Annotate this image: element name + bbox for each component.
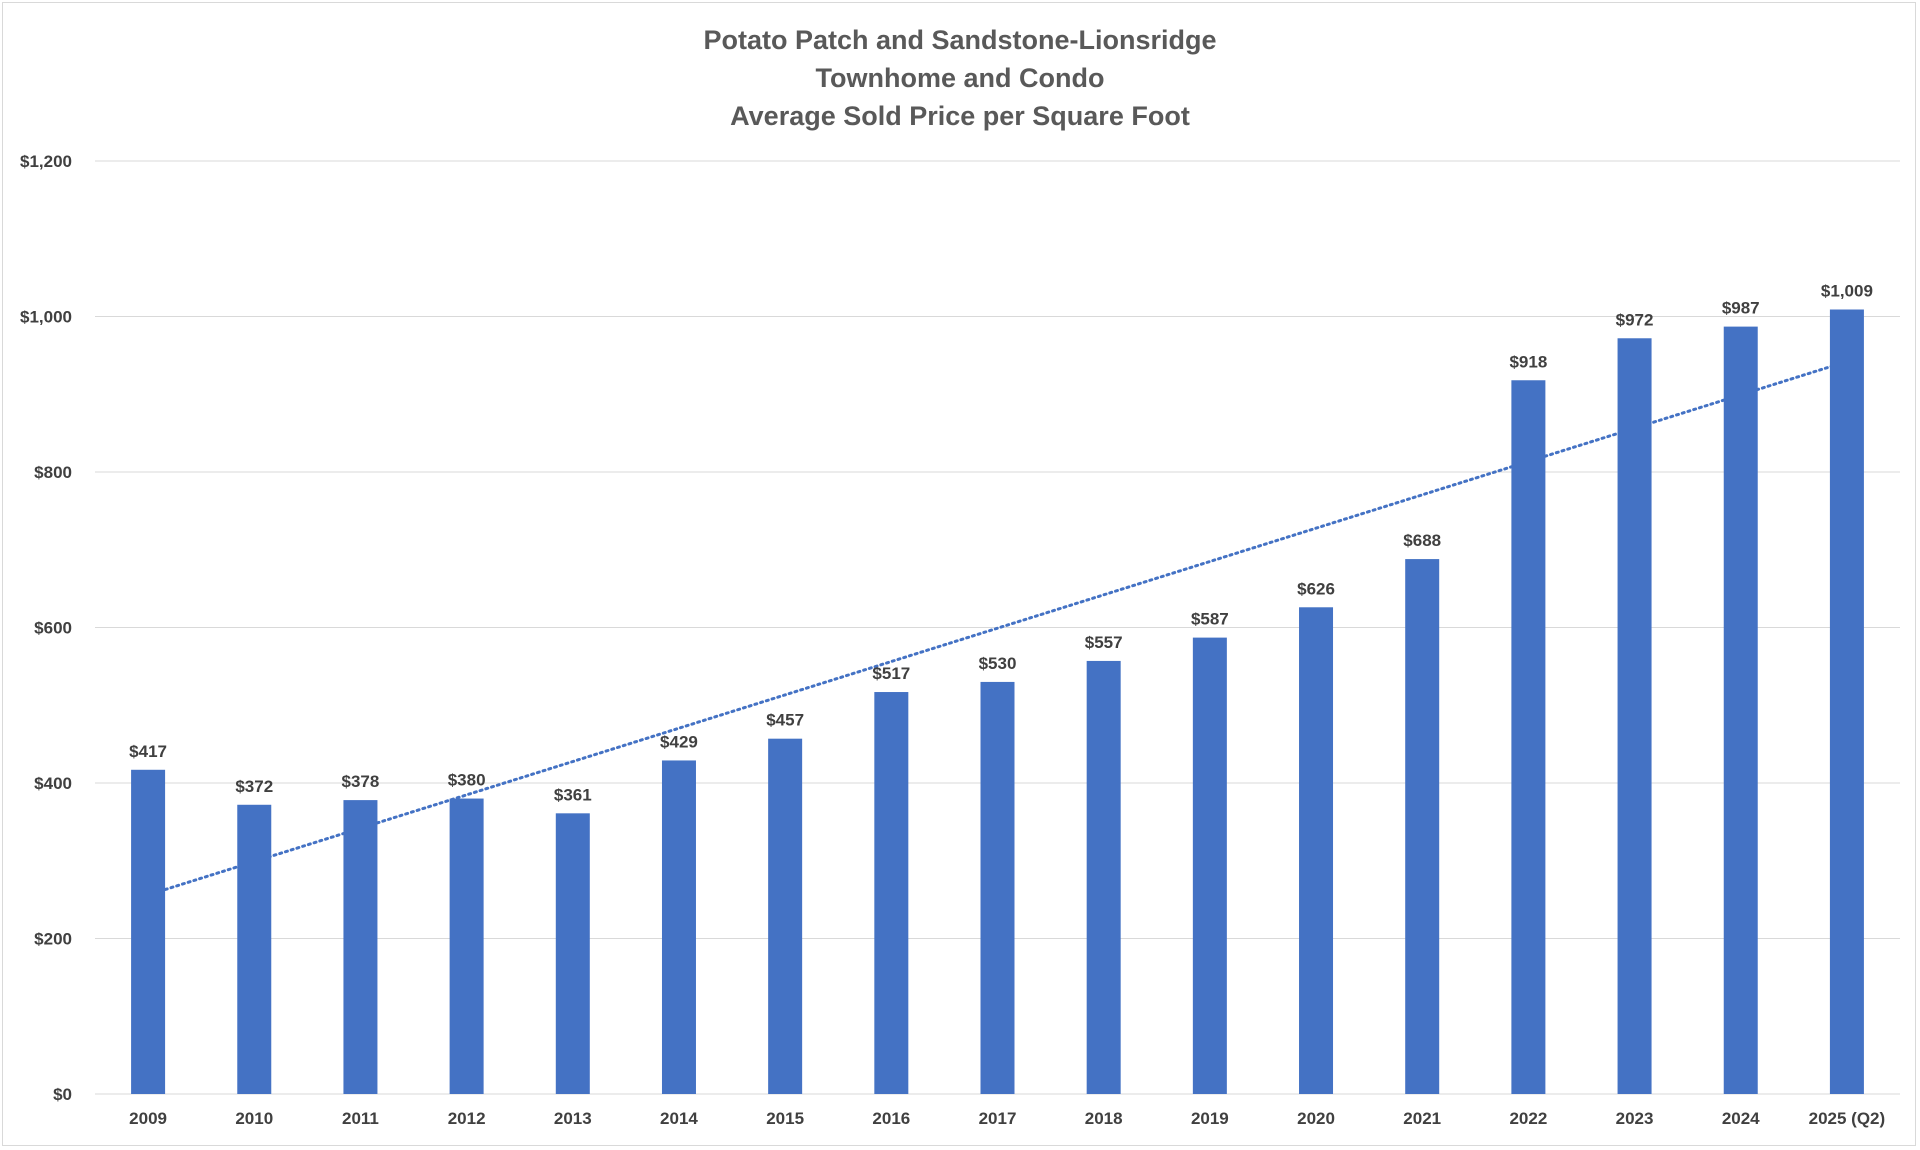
- x-tick-label: 2016: [872, 1109, 910, 1128]
- bar-2022: [1511, 380, 1546, 1094]
- data-label: $372: [235, 777, 273, 796]
- bar-2021: [1405, 559, 1440, 1094]
- trendline: [146, 359, 1849, 897]
- axes: $0 $200 $400 $600 $800 $1,000 $1,200 2009 2010 20…: [20, 152, 1885, 1128]
- x-tick-label: 2013: [554, 1109, 592, 1128]
- y-tick-label: $400: [34, 774, 72, 793]
- bar-2010: [237, 804, 272, 1094]
- x-tick-label: 2020: [1297, 1109, 1335, 1128]
- x-tick-label: 2009: [129, 1109, 167, 1128]
- data-label: $380: [448, 771, 486, 790]
- data-label: $378: [342, 772, 380, 791]
- data-label: $918: [1509, 352, 1547, 371]
- data-label: $1,009: [1821, 282, 1873, 301]
- x-tick-label: 2021: [1403, 1109, 1441, 1128]
- x-tick-label: 2023: [1616, 1109, 1654, 1128]
- x-tick-label: 2022: [1509, 1109, 1547, 1128]
- trendline-layer: [146, 359, 1849, 897]
- x-tick-label: 2024: [1722, 1109, 1760, 1128]
- data-label: $361: [554, 785, 592, 804]
- data-label: $517: [872, 664, 910, 683]
- bar-2023: [1617, 338, 1652, 1094]
- bar-2019: [1192, 637, 1227, 1094]
- bar-2014: [661, 760, 696, 1094]
- x-tick-label: 2018: [1085, 1109, 1123, 1128]
- bar-2009: [131, 769, 166, 1094]
- data-label: $688: [1403, 531, 1441, 550]
- x-tick-label: 2014: [660, 1109, 698, 1128]
- bar-2018: [1086, 660, 1121, 1094]
- chart-title: Potato Patch and Sandstone-Lionsridge To…: [3, 21, 1917, 135]
- data-label: $530: [979, 654, 1017, 673]
- data-label: $972: [1616, 310, 1654, 329]
- bar-2012: [449, 798, 484, 1094]
- data-label: $987: [1722, 299, 1760, 318]
- chart-title-line-2: Townhome and Condo: [815, 63, 1105, 93]
- y-tick-label: $800: [34, 463, 72, 482]
- bar-2025 (Q2): [1829, 309, 1864, 1094]
- bar-2024: [1723, 326, 1758, 1094]
- x-tick-label: 2019: [1191, 1109, 1229, 1128]
- bar-2013: [555, 813, 590, 1094]
- y-tick-label: $0: [53, 1085, 72, 1104]
- x-tick-label: 2015: [766, 1109, 804, 1128]
- bar-2017: [980, 681, 1015, 1094]
- x-tick-label: 2025 (Q2): [1809, 1109, 1886, 1128]
- bar-2016: [874, 692, 909, 1094]
- bars: [131, 309, 1864, 1094]
- data-label: $557: [1085, 633, 1123, 652]
- data-label: $457: [766, 711, 804, 730]
- y-tick-label: $1,000: [20, 308, 72, 327]
- data-label: $587: [1191, 610, 1229, 629]
- y-tick-label: $1,200: [20, 152, 72, 171]
- y-tick-label: $600: [34, 619, 72, 638]
- x-tick-label: 2017: [979, 1109, 1017, 1128]
- data-labels: $417 $372 $378 $380 $361 $429 $457 $517 $530 $557…: [129, 282, 1873, 805]
- x-tick-label: 2012: [448, 1109, 486, 1128]
- bar-2020: [1299, 607, 1334, 1094]
- chart-title-line-1: Potato Patch and Sandstone-Lionsridge: [703, 25, 1217, 55]
- bar-2011: [343, 800, 378, 1094]
- data-label: $417: [129, 742, 167, 761]
- data-label: $626: [1297, 579, 1335, 598]
- x-tick-label: 2011: [342, 1109, 379, 1128]
- chart-title-line-3: Average Sold Price per Square Foot: [730, 101, 1190, 131]
- x-tick-label: 2010: [235, 1109, 273, 1128]
- bar-2015: [768, 738, 803, 1094]
- y-tick-label: $200: [34, 930, 72, 949]
- data-label: $429: [660, 732, 698, 751]
